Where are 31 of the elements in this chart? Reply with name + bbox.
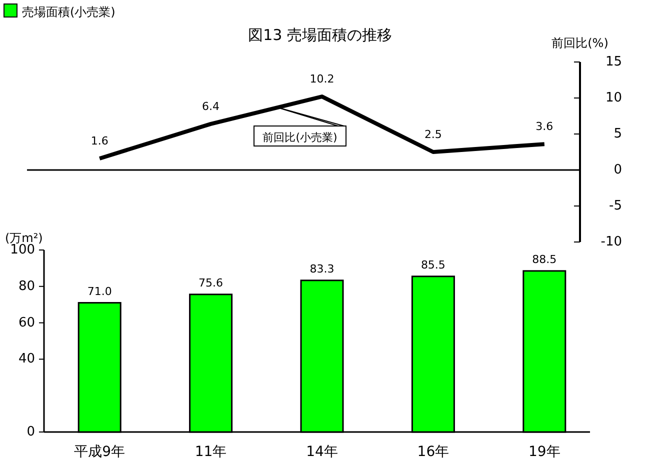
y-tick-label: 10 — [605, 90, 622, 106]
y-tick-label: -5 — [609, 198, 622, 214]
y-tick-label: -10 — [600, 234, 622, 250]
x-tick-label: 16年 — [417, 444, 450, 460]
data-label: 88.5 — [532, 252, 557, 266]
y-axis-title: 前回比(%) — [552, 36, 608, 50]
chart-title: 図13 売場面積の推移 — [248, 26, 392, 44]
y-tick-label: 80 — [18, 278, 35, 294]
data-label: 10.2 — [310, 72, 334, 86]
data-label: 75.6 — [198, 276, 224, 290]
legend-label: 売場面積(小売業) — [22, 5, 116, 19]
data-label: 2.5 — [424, 128, 442, 141]
data-label: 71.0 — [87, 284, 112, 298]
data-label: 6.4 — [202, 100, 220, 113]
y-axis-title: (万m²) — [5, 231, 43, 245]
y-tick-label: 15 — [605, 54, 622, 70]
data-label: 85.5 — [420, 258, 446, 272]
y-tick-label: 0 — [614, 162, 622, 178]
y-tick-label: 100 — [10, 242, 35, 258]
y-tick-label: 40 — [18, 352, 35, 367]
x-tick-label: 19年 — [528, 444, 560, 460]
x-tick-label: 14年 — [306, 444, 338, 460]
data-label: 3.6 — [536, 120, 554, 134]
y-tick-label: 60 — [18, 315, 35, 330]
x-tick-label: 11年 — [194, 444, 227, 460]
series-label: 前回比(小売業) — [262, 131, 338, 144]
x-tick-label: 平成9年 — [74, 444, 126, 460]
y-tick-label: 5 — [614, 126, 622, 142]
data-label: 1.6 — [90, 134, 108, 148]
data-label: 83.3 — [310, 262, 334, 276]
y-tick-label: 0 — [26, 424, 35, 440]
